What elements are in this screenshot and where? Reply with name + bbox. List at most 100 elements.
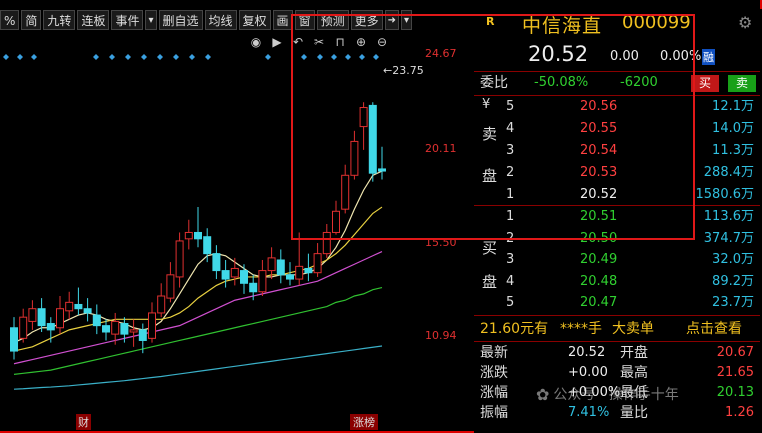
big-order-qty: ****手 [560,321,602,337]
level-number: 1 [506,187,515,202]
toolbar-events-button[interactable]: 事件 [111,10,144,30]
toolbar-percent-button[interactable]: % [0,10,20,30]
candlestick-chart[interactable] [0,34,420,430]
candle-body [350,140,359,176]
candle-body [148,312,156,339]
candle-body [295,265,304,280]
asks-level-row[interactable]: 1 20.52 1580.6万 [474,185,760,205]
weibi-row: 委比 -50.08% -6200 买 卖 [474,73,760,93]
divider [474,71,760,72]
level-number: 4 [506,121,515,136]
candle-body [120,323,129,335]
asks-level-row[interactable]: 5 20.56 12.1万 [474,97,760,117]
toolbar-adjust-button[interactable]: 复权 [238,10,271,30]
toolbar-jiuzhuan-button[interactable]: 九转 [43,10,76,30]
big-order-link[interactable]: 点击查看 [686,321,742,337]
candle-body [341,174,350,210]
big-order-row[interactable]: 21.60元有 ****手 大卖单 点击查看 [474,319,760,339]
asks-level-row[interactable]: 3 20.54 11.3万 [474,141,760,161]
candle-body [313,253,322,274]
candle-body [230,267,239,278]
stat-value: 20.67 [716,345,754,360]
stat-value: 21.65 [716,365,754,380]
toolbar-simple-button[interactable]: 简 [21,10,42,30]
toolbar-ma-button[interactable]: 均线 [204,10,237,30]
buy-button[interactable]: 买 [691,75,719,92]
price-axis-label: 15.50 [425,236,457,249]
watermark: ✿ 公众号 · 操作手十年 [536,384,679,404]
chart-icon-bar: ◉ ▶ ↶ ✂ ⊓ ⊕ ⊖ [248,35,390,53]
toolbar-more-dropdown-icon[interactable]: ▾ [401,10,413,30]
gear-icon[interactable]: ⚙ [738,13,753,32]
level-price: 20.55 [580,121,618,136]
candle-body [74,303,83,310]
level-price: 20.51 [580,209,618,224]
moving-average-line [13,286,383,375]
bids-level-row[interactable]: 1 20.51 113.6万 [474,207,760,227]
bids-level-row[interactable]: 2 20.50 374.7万 [474,229,760,249]
bids-level-row[interactable]: 5 20.47 23.7万 [474,293,760,313]
stat-value: 7.41% [568,405,610,420]
lock-icon[interactable]: ⊓ [335,35,345,49]
play-icon[interactable]: ▶ [272,35,282,49]
high-annotation: ←23.75 [383,64,424,77]
margin-badge: 融 [702,49,715,65]
toolbar-dropdown-icon[interactable]: ▾ [145,10,157,30]
bids-level-row[interactable]: 3 20.49 32.0万 [474,250,760,270]
candle-body [212,253,221,272]
asks-level-row[interactable]: 2 20.53 288.4万 [474,163,760,183]
rzrq-label: R [486,15,495,28]
level-price: 20.52 [580,187,618,202]
event-marker [331,54,337,60]
zoom-out-icon[interactable]: ⊖ [376,35,388,49]
stat-key: 涨跌 [480,365,508,381]
toolbar-window-button[interactable]: 窗 [294,10,315,30]
level-volume: 11.3万 [712,143,754,158]
watermark-text: 公众号 · 操作手十年 [553,387,679,403]
candle-body [359,107,368,128]
event-marker [93,54,99,60]
asks-level-row[interactable]: 4 20.55 14.0万 [474,119,760,139]
stats-row: 最新 20.52 开盘 20.67 [474,343,760,363]
level-number: 1 [506,209,515,224]
sell-button[interactable]: 卖 [728,75,756,92]
bottom-label-finance: 财 [76,414,91,430]
event-marker [359,54,365,60]
undo-icon[interactable]: ↶ [292,35,304,49]
zoom-in-icon[interactable]: ⊕ [355,35,367,49]
level-number: 3 [506,143,515,158]
scissors-icon[interactable]: ✂ [313,35,325,49]
level-price: 20.54 [580,143,618,158]
toolbar-more-button[interactable]: 更多 [350,10,383,30]
candle-body [157,295,166,314]
toolbar-expand-icon[interactable]: ➜ [384,10,399,30]
candle-body [286,274,294,280]
event-marker [265,54,271,60]
bids-level-row[interactable]: 4 20.48 89.2万 [474,272,760,292]
toolbar-remove-watchlist-button[interactable]: 删自选 [158,10,203,30]
candle-body [83,308,92,314]
weibi-value: -50.08% [534,75,589,90]
candle-body [65,301,74,312]
quote-panel: R 中信海直 000099 ⚙ 20.52 0.00 0.00% 融 委比 -5… [474,9,762,433]
toolbar-draw-button[interactable]: 画 [272,10,293,30]
level-price: 20.53 [580,165,618,180]
bottom-label-top-gainers: 涨榜 [350,414,378,430]
candle-body [166,274,175,299]
candle-body [46,323,55,331]
level-price: 20.47 [580,295,618,310]
candle-body [56,308,64,329]
stat-key: 最低 [620,385,648,401]
price-axis-label: 24.67 [425,47,457,60]
level-volume: 23.7万 [712,295,754,310]
last-price: 20.52 [528,42,589,66]
toolbar-lianban-button[interactable]: 连板 [77,10,110,30]
stat-value: 20.52 [568,345,606,360]
eye-icon[interactable]: ◉ [250,35,262,49]
level-number: 4 [506,273,515,289]
toolbar-predict-button[interactable]: 预测 [316,10,349,30]
level-volume: 374.7万 [703,230,754,246]
candle-body [28,308,37,322]
price-change-pct: 0.00% [660,49,702,64]
